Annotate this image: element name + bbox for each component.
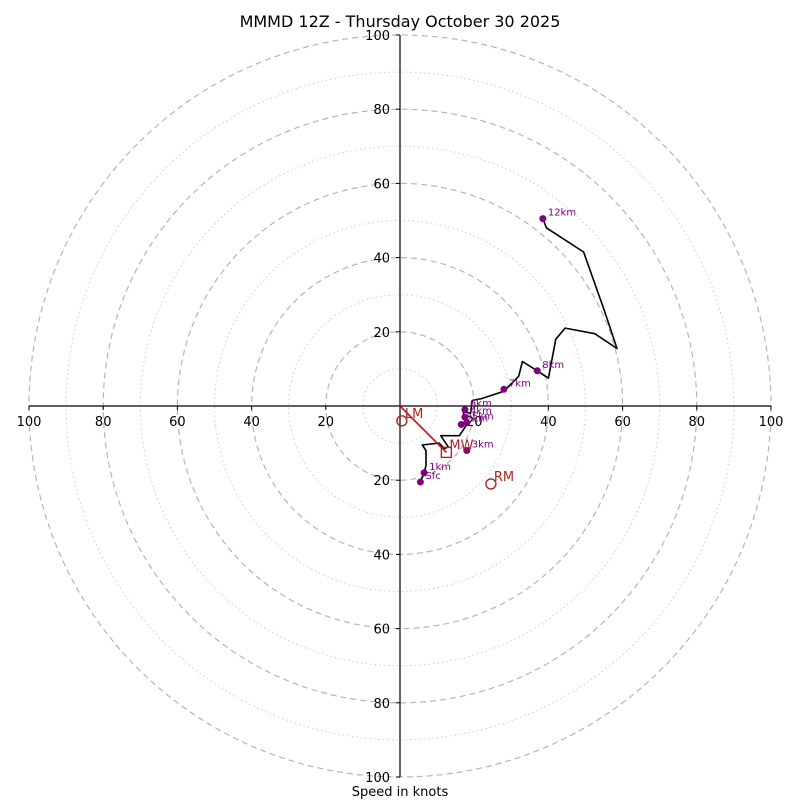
- y-tick-label: 20: [373, 326, 390, 341]
- height-marker-dot: [539, 215, 547, 223]
- height-marker-dot: [416, 478, 424, 486]
- chart-title: MMMD 12Z - Thursday October 30 2025: [240, 12, 561, 31]
- x-tick-label: 100: [759, 415, 784, 430]
- x-tick-label: 40: [243, 415, 260, 430]
- x-tick-label: 80: [95, 415, 112, 430]
- x-tick-label: 60: [169, 415, 186, 430]
- height-marker-label: 3km: [472, 440, 494, 451]
- height-marker-label: 5km: [472, 412, 494, 423]
- height-marker-label: 2km: [466, 414, 488, 425]
- height-marker-dot: [463, 419, 471, 427]
- x-tick-label: 80: [689, 415, 706, 430]
- height-marker-label: 8km: [542, 360, 564, 371]
- y-tick-label: 80: [373, 697, 390, 712]
- height-marker-dot: [461, 406, 469, 414]
- y-tick-label: 20: [373, 474, 390, 489]
- x-axis-label: Speed in knots: [352, 785, 449, 800]
- height-marker-label: 6km: [470, 399, 492, 410]
- tick-labels: 100 80 60 40 20 20 40 60 80 100 100 80 60 40 20 20 40 60 8…: [17, 29, 784, 786]
- y-tick-label: 40: [373, 252, 390, 267]
- mean-wind-vector-line: [399, 405, 447, 453]
- storm-motion-marker: [396, 415, 408, 427]
- height-marker-label: 7km: [509, 378, 531, 389]
- storm-motion-label: MW: [449, 438, 473, 453]
- height-marker-label: 1km: [429, 462, 451, 473]
- storm-motion-label: RM: [494, 470, 514, 485]
- storm-motion-label: LM: [405, 407, 423, 422]
- y-tick-label: 60: [373, 177, 390, 192]
- storm-motion-markers: LM MW RM: [396, 407, 514, 490]
- y-tick-label: 40: [373, 548, 390, 563]
- height-marker-dot: [461, 413, 469, 421]
- x-tick-label: 20: [466, 415, 483, 430]
- y-tick-label: 80: [373, 103, 390, 118]
- x-tick-label: 40: [540, 415, 557, 430]
- height-marker-dot: [533, 367, 541, 375]
- height-marker-dot: [500, 385, 508, 393]
- x-tick-label: 60: [614, 415, 631, 430]
- height-marker-label: 4km: [470, 406, 492, 417]
- storm-motion-marker: [440, 446, 453, 459]
- y-tick-label: 60: [373, 623, 390, 638]
- height-marker-dot: [420, 469, 428, 477]
- height-marker-dot: [463, 447, 471, 455]
- x-tick-label: 100: [17, 415, 42, 430]
- y-tick-label: 100: [365, 771, 390, 786]
- height-marker-label: Sfc: [425, 471, 440, 482]
- height-marker-label: 12km: [548, 208, 576, 219]
- height-marker-dot: [457, 421, 465, 429]
- hodograph-line: [419, 218, 618, 483]
- x-tick-label: 20: [318, 415, 335, 430]
- y-tick-label: 100: [365, 29, 390, 44]
- hodograph-trace: [399, 218, 618, 483]
- storm-motion-marker: [485, 478, 497, 490]
